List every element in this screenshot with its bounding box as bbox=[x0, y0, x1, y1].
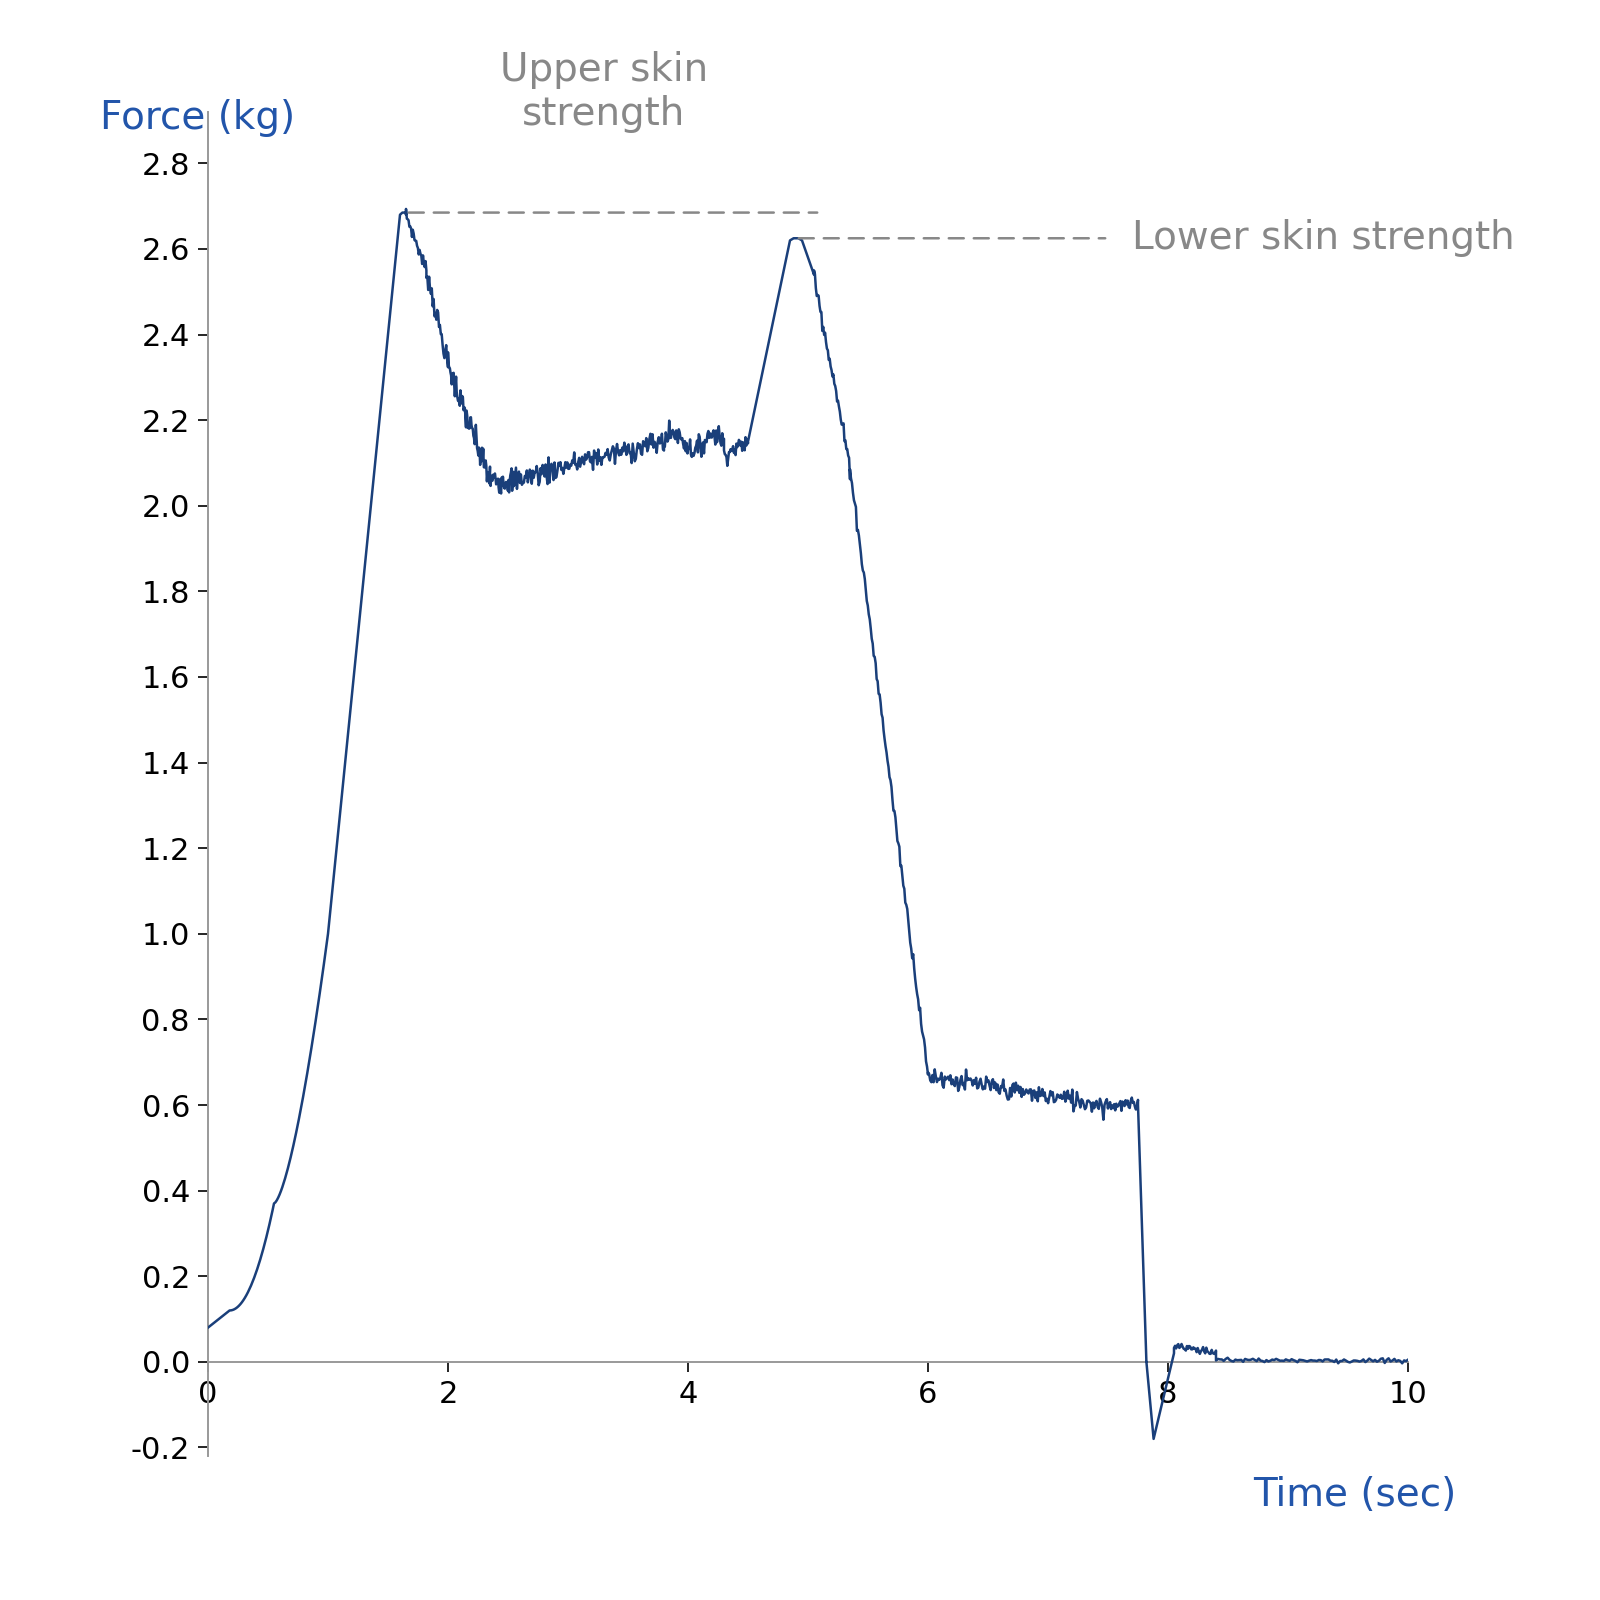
X-axis label: Time (sec): Time (sec) bbox=[1253, 1477, 1456, 1514]
Y-axis label: Force (kg): Force (kg) bbox=[99, 99, 294, 136]
Text: Upper skin
strength: Upper skin strength bbox=[499, 51, 709, 133]
Text: Lower skin strength: Lower skin strength bbox=[1133, 219, 1515, 258]
